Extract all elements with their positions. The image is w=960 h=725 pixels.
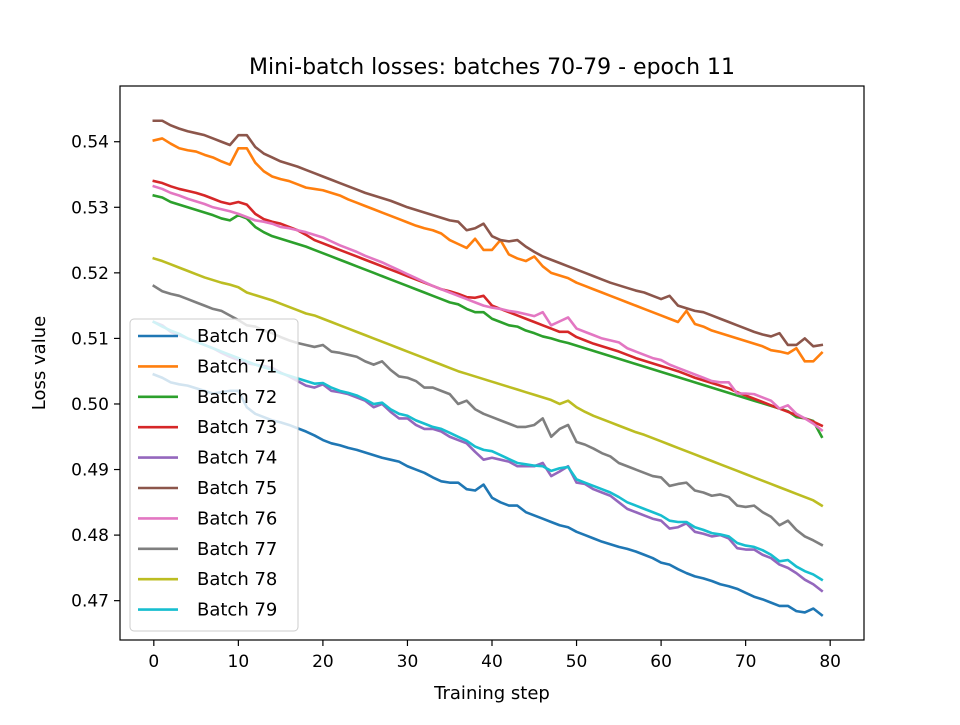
series-line-batch-75 (152, 119, 824, 348)
y-tick-label: 0.54 (71, 133, 109, 153)
y-tick-label: 0.49 (71, 461, 109, 481)
y-tick-label: 0.53 (71, 198, 109, 218)
series-line-batch-73 (152, 179, 824, 428)
y-axis-label: Loss value (29, 316, 50, 410)
legend-entry-label: Batch 73 (197, 417, 277, 438)
series-line-batch-78 (152, 256, 824, 508)
y-axis-ticks: 0.47 0.48 0.49 0.50 0.51 0.52 0.53 0.54 (71, 133, 120, 612)
y-tick-label: 0.47 (71, 592, 109, 612)
chart-title: Mini-batch losses: batches 70-79 - epoch… (249, 55, 735, 80)
x-tick-label: 10 (228, 652, 250, 672)
y-tick-label: 0.50 (71, 395, 109, 415)
x-tick-label: 30 (397, 652, 419, 672)
y-tick-label: 0.52 (71, 264, 109, 284)
series-line-batch-76 (152, 184, 824, 433)
x-tick-label: 50 (566, 652, 588, 672)
series-line-batch-72 (152, 193, 824, 439)
x-tick-label: 20 (312, 652, 334, 672)
legend-entry-label: Batch 78 (197, 569, 277, 590)
legend-entry-label: Batch 77 (197, 539, 277, 560)
x-axis-label: Training step (433, 683, 550, 704)
legend-entry-label: Batch 74 (197, 448, 277, 469)
series-line-batch-71 (152, 137, 824, 363)
x-tick-label: 40 (481, 652, 503, 672)
legend-entry-label: Batch 79 (197, 600, 277, 621)
legend-entry-label: Batch 75 (197, 478, 277, 499)
legend: Batch 70 Batch 71 Batch 72 Batch 73 Batch 74… (129, 318, 299, 632)
legend-entry-label: Batch 72 (197, 387, 277, 408)
x-tick-label: 0 (148, 652, 159, 672)
y-tick-label: 0.48 (71, 526, 109, 546)
x-tick-label: 80 (819, 652, 841, 672)
y-tick-label: 0.51 (71, 329, 109, 349)
x-axis-ticks: 0 10 20 30 40 50 60 70 80 (148, 640, 841, 672)
x-tick-label: 70 (735, 652, 757, 672)
legend-entry-label: Batch 76 (197, 508, 277, 529)
x-tick-label: 60 (650, 652, 672, 672)
legend-entry-label: Batch 70 (197, 326, 277, 347)
legend-entry-label: Batch 71 (197, 356, 277, 377)
